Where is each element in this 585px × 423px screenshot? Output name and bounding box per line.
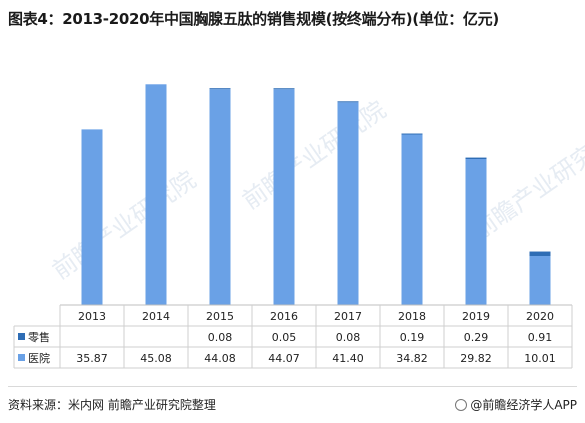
bar-hospital-2015 — [209, 89, 231, 305]
bar-retail-2020 — [529, 251, 551, 256]
bar-hospital-2019 — [465, 159, 487, 305]
brand-label: @前瞻经济学人APP — [470, 398, 577, 412]
bar-hospital-2016 — [273, 89, 295, 305]
bar-hospital-2014 — [145, 84, 167, 305]
bar-retail-2018 — [401, 133, 423, 135]
data-label-retail: 0.08 — [208, 331, 233, 344]
bar-hospital-2018 — [401, 134, 423, 305]
data-label-hospital: 44.08 — [204, 352, 236, 365]
bar-hospital-2017 — [337, 102, 359, 305]
x-tick-label: 2017 — [334, 310, 362, 323]
brand-logo-icon — [455, 399, 468, 411]
bar-retail-2015 — [209, 88, 231, 90]
data-label-hospital: 45.08 — [140, 352, 172, 365]
legend-swatch-hospital — [18, 354, 25, 361]
data-label-retail: 0.08 — [336, 331, 361, 344]
source-note: 资料来源：米内网 前瞻产业研究院整理 — [8, 398, 216, 412]
x-tick-label: 2016 — [270, 310, 298, 323]
bar-retail-2019 — [465, 157, 487, 160]
brand-credit: @前瞻经济学人APP — [455, 396, 577, 413]
x-tick-label: 2019 — [462, 310, 490, 323]
watermark-text: 前瞻产业研究院 — [47, 166, 201, 285]
footer-divider — [8, 386, 577, 387]
x-tick-label: 2014 — [142, 310, 170, 323]
data-label-retail: 0.91 — [528, 331, 553, 344]
x-tick-label: 2018 — [398, 310, 426, 323]
bar-retail-2016 — [273, 88, 295, 90]
data-label-retail: 0.29 — [464, 331, 489, 344]
data-label-retail: 0.05 — [272, 331, 297, 344]
data-label-hospital: 35.87 — [76, 352, 108, 365]
x-tick-label: 2020 — [526, 310, 554, 323]
data-label-retail: 0.19 — [400, 331, 425, 344]
data-label-hospital: 41.40 — [332, 352, 364, 365]
data-label-hospital: 10.01 — [524, 352, 556, 365]
data-label-hospital: 44.07 — [268, 352, 300, 365]
x-tick-label: 2013 — [78, 310, 106, 323]
legend-label-hospital: 医院 — [28, 351, 50, 365]
bar-hospital-2013 — [81, 129, 103, 305]
data-label-hospital: 34.82 — [396, 352, 428, 365]
data-label-hospital: 29.82 — [460, 352, 492, 365]
x-tick-label: 2015 — [206, 310, 234, 323]
bar-retail-2017 — [337, 101, 359, 103]
legend-swatch-retail — [18, 333, 25, 340]
chart-title: 图表4：2013-2020年中国胸腺五肽的销售规模(按终端分布)(单位：亿元) — [8, 10, 499, 28]
watermark-text: 前瞻产业研究院 — [237, 96, 391, 215]
bar-hospital-2020 — [529, 255, 551, 305]
legend-label-retail: 零售 — [28, 330, 50, 344]
